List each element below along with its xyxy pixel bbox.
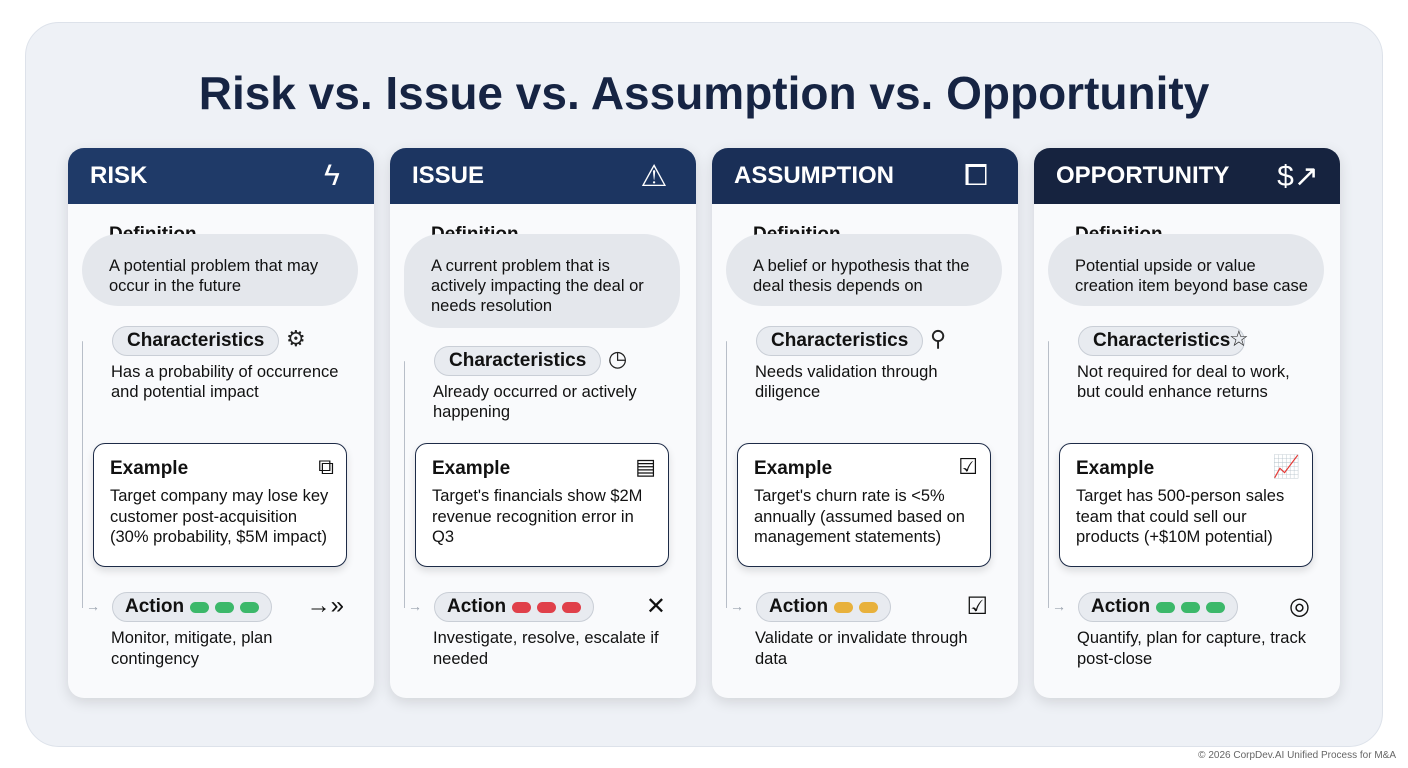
example-text: Target has 500-person sales team that co… — [1076, 487, 1285, 546]
card-header: RISK ϟ — [68, 148, 374, 204]
star-icon: ☆ — [1229, 326, 1249, 351]
card-title: ASSUMPTION — [734, 162, 895, 189]
action-label-text: Action — [1091, 596, 1151, 617]
example-label: Example — [432, 458, 511, 479]
characteristics-label: Characteristics — [112, 326, 280, 356]
card-issue: ISSUE ⚠ Definition A current problem tha… — [390, 148, 696, 698]
presentation-chart-icon: ⧉ — [318, 454, 334, 479]
card-title: OPPORTUNITY — [1056, 162, 1230, 189]
card-header: OPPORTUNITY $↗ — [1034, 148, 1340, 204]
characteristics-text: Needs validation through diligence — [755, 363, 938, 401]
gears-icon: ⚙ — [286, 326, 306, 351]
magnifier-icon: ⚲ — [930, 326, 947, 351]
status-dot — [834, 601, 854, 613]
page-title: Risk vs. Issue vs. Assumption vs. Opport… — [198, 67, 1210, 119]
action-label-text: Action — [447, 596, 507, 617]
connector-line — [1048, 341, 1049, 608]
footer-copyright: © 2026 CorpDev.AI Unified Process for M&… — [1198, 750, 1396, 761]
characteristics-label: Characteristics — [434, 346, 602, 376]
card-title: RISK — [90, 162, 148, 189]
example-box: Example ▤ Target's financials show $2M r… — [415, 443, 669, 567]
status-dot — [1206, 601, 1226, 613]
connector-arrow-icon: → — [86, 598, 100, 614]
connector-line — [726, 341, 727, 608]
card-risk: RISK ϟ Definition A potential problem th… — [68, 148, 374, 698]
bar-chart-growth-icon: 📈 — [1272, 454, 1300, 479]
status-dot — [190, 601, 210, 613]
puzzle-icon: ⧠ — [964, 159, 988, 192]
document-icon: ▤ — [635, 454, 656, 479]
action-label: Action — [1078, 592, 1239, 622]
clock-icon: ◷ — [608, 346, 628, 371]
target-icon: ◎ — [1289, 593, 1310, 620]
action-text: Validate or invalidate through data — [755, 629, 968, 668]
example-box: Example 📈 Target has 500-person sales te… — [1059, 443, 1313, 567]
card-assumption: ASSUMPTION ⧠ Definition A belief or hypo… — [712, 148, 1018, 698]
action-text: Monitor, mitigate, plan contingency — [111, 629, 273, 668]
definition-text: A current problem that is actively impac… — [404, 234, 680, 328]
definition-text: Potential upside or value creation item … — [1048, 234, 1324, 306]
example-label: Example — [110, 458, 189, 479]
connector-line — [404, 361, 405, 608]
status-dot — [537, 601, 557, 613]
connector-arrow-icon: → — [730, 598, 744, 614]
example-box: Example ☑ Target's churn rate is <5% ann… — [737, 443, 991, 567]
status-dot — [1156, 601, 1176, 613]
characteristics-text: Has a probability of occurrence and pote… — [111, 363, 339, 401]
status-dot — [562, 601, 582, 613]
checkbox-icon: ☑ — [966, 593, 988, 620]
example-box: Example ⧉ Target company may lose key cu… — [93, 443, 347, 567]
action-label: Action — [112, 592, 273, 622]
example-label: Example — [1076, 458, 1155, 479]
action-label: Action — [756, 592, 892, 622]
card-title: ISSUE — [412, 162, 485, 189]
characteristics-label: Characteristics — [756, 326, 924, 356]
example-text: Target company may lose key customer pos… — [110, 487, 329, 546]
card-header: ASSUMPTION ⧠ — [712, 148, 1018, 204]
characteristics-text: Already occurred or actively happening — [433, 383, 637, 421]
action-text: Quantify, plan for capture, track post-c… — [1077, 629, 1306, 668]
warning-icon: ⚠ — [640, 159, 668, 193]
connector-line — [82, 341, 83, 608]
definition-text: A belief or hypothesis that the deal the… — [726, 234, 1002, 306]
tools-icon: ✕ — [645, 593, 666, 620]
dollar-growth-icon: $↗ — [1277, 159, 1319, 193]
example-label: Example — [754, 458, 833, 479]
action-label-text: Action — [769, 596, 829, 617]
action-label-text: Action — [125, 596, 185, 617]
connector-arrow-icon: → — [408, 598, 422, 614]
status-dot — [215, 601, 235, 613]
card-header: ISSUE ⚠ — [390, 148, 696, 204]
action-text: Investigate, resolve, escalate if needed — [433, 629, 659, 668]
action-label: Action — [434, 592, 595, 622]
example-text: Target's financials show $2M revenue rec… — [432, 487, 643, 546]
status-dot — [859, 601, 879, 613]
status-dot — [240, 601, 260, 613]
example-text: Target's churn rate is <5% annually (ass… — [754, 487, 965, 546]
card-opportunity: OPPORTUNITY $↗ Definition Potential upsi… — [1034, 148, 1340, 698]
status-dot — [1181, 601, 1201, 613]
clipboard-checklist-icon: ☑ — [958, 454, 978, 479]
status-dot — [512, 601, 532, 613]
definition-text: A potential problem that may occur in th… — [82, 234, 358, 306]
lightning-icon: ϟ — [324, 159, 340, 192]
connector-arrow-icon: → — [1052, 598, 1066, 614]
characteristics-label: Characteristics — [1078, 326, 1246, 356]
double-arrow-icon: →» — [306, 592, 344, 619]
characteristics-text: Not required for deal to work, but could… — [1077, 363, 1290, 401]
